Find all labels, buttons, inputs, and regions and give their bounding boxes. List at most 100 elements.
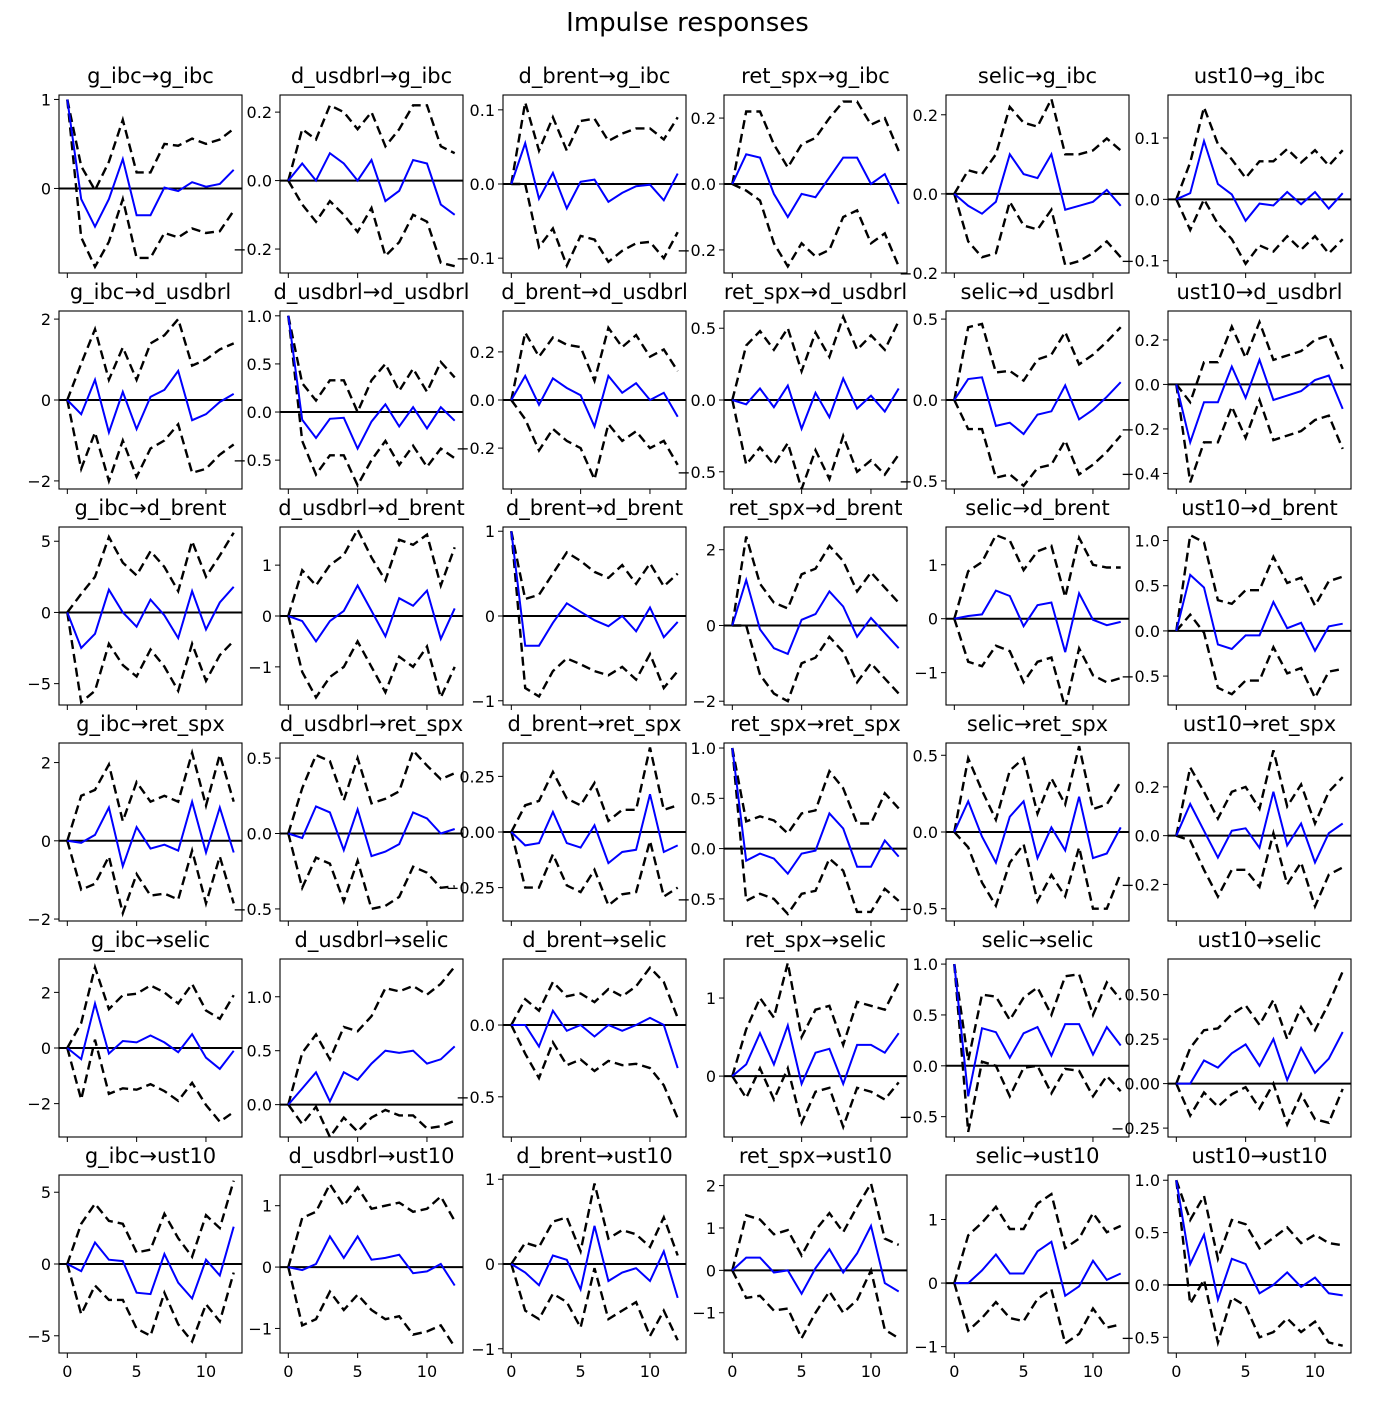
plot-area [59,1180,242,1344]
y-tick-label: −0.5 [233,451,272,470]
axes-frame [945,1174,1130,1354]
irf-panel-selic-to-selic: selic→selic 1.0 0.5 0.0 −0.5 [899,928,1130,1142]
panel-title: d_usdbrl→selic [295,928,449,953]
upper-band-line [1175,533,1344,632]
irf-panel-ret_spx-to-ret_spx: ret_spx→ret_spx 1.0 0.5 0.0 −0.5 [677,712,908,926]
y-tick-label: −0.5 [1121,1328,1160,1347]
y-tick-label: −0.2 [1121,875,1160,894]
irf-line [953,151,1122,215]
y-tick-label: −1 [692,1304,716,1323]
upper-band-line [953,745,1122,833]
y-tick-label: 0.5 [691,789,716,808]
panel-title: ret_spx→ust10 [739,1144,892,1169]
upper-band-line [287,1181,456,1268]
upper-band-line [953,1192,1122,1284]
y-tick-label: 1 [41,90,51,109]
axes-frame [723,526,908,706]
irf-line [511,1008,679,1069]
irf-line [953,796,1122,866]
y-tick-label: 0.2 [1135,778,1160,797]
lower-band-line [287,1103,456,1137]
y-tick-label: 0 [485,1255,495,1274]
panel-title: d_brent→d_usdbrl [501,280,688,305]
y-tick-label: 0.0 [247,825,272,844]
irf-line [731,747,900,876]
y-tick-label: 0.0 [1135,190,1160,209]
plot-area [280,1181,463,1348]
upper-band-line [731,313,900,401]
y-tick-label: 2 [41,754,51,773]
irf-line [953,963,1122,1097]
plot-area [946,745,1129,910]
x-tick-label: 0 [283,1362,293,1381]
y-tick-label: 0 [41,1039,51,1058]
y-tick-label: −1 [248,1319,272,1338]
irf-line [67,797,235,870]
irf-line [1175,573,1343,653]
panel-title: g_ibc→d_usdbrl [70,280,231,305]
plot-area [280,315,463,488]
y-tick-label: 0 [41,603,51,622]
panel-title: selic→d_usdbrl [961,280,1115,305]
y-tick-label: −0.5 [456,1088,495,1107]
plot-area [724,536,907,703]
panel-title: d_brent→d_brent [506,496,683,521]
lower-band-line [953,964,1122,1133]
y-tick-label: 2 [706,541,716,560]
panel-title: ust10→d_brent [1181,496,1338,521]
y-tick-label: 1.0 [913,955,938,974]
panel-title: d_brent→selic [522,928,666,953]
y-tick-label: −0.5 [677,463,716,482]
lower-band-line [1175,828,1344,910]
x-tick-label: 10 [640,1362,660,1381]
lower-band-line [953,1282,1121,1346]
irf-line [287,805,456,858]
plot-area [1168,533,1351,701]
y-tick-label: −1 [471,1340,495,1359]
upper-band-line [731,747,900,836]
upper-band-line [287,527,456,617]
lower-band-line [287,1266,456,1348]
x-tick-label: 5 [1019,1362,1029,1381]
plot-area [1168,103,1351,266]
irf-panel-ust10-to-d_usdbrl: ust10→d_usdbrl 0.2 0.0 −0.2 −0.4 [1121,280,1352,494]
y-tick-label: 0.1 [1135,129,1160,148]
y-tick-label: 0.2 [691,109,716,128]
y-tick-label: 0.25 [459,767,495,786]
upper-band-line [731,536,900,626]
upper-band-line [510,325,679,401]
irf-panel-selic-to-d_usdbrl: selic→d_usdbrl 0.5 0.0 −0.5 [899,280,1130,494]
upper-band-line [66,748,235,842]
x-tick-label: 10 [196,1362,216,1381]
irf-panel-d_usdbrl-to-d_brent: d_usdbrl→d_brent 1 0 −1 [248,496,465,710]
plot-area [280,527,463,701]
lower-band-line [287,179,455,268]
panel-title: d_usdbrl→ret_spx [280,712,463,737]
axes-frame [723,742,908,922]
axes-frame [279,742,464,922]
plot-area [59,99,242,270]
y-tick-label: 0.2 [913,106,938,125]
y-tick-label: 0.5 [691,319,716,338]
irf-panel-selic-to-ret_spx: selic→ret_spx 0.5 0.0 −0.5 [899,712,1130,926]
y-tick-label: −1 [471,692,495,711]
y-tick-label: 5 [41,532,51,551]
y-tick-label: 0.0 [247,172,272,191]
lower-band-line [287,833,455,911]
plot-area [1168,971,1351,1128]
irf-line [66,1226,235,1301]
lower-band-line [66,399,235,485]
upper-band-line [287,965,456,1105]
y-tick-label: 0 [262,1258,272,1277]
plot-area [724,747,907,916]
lower-band-line [1175,1180,1343,1348]
y-tick-label: 0.5 [913,746,938,765]
plot-area [59,532,242,705]
upper-band-line [953,533,1121,620]
upper-band-line [510,102,679,185]
y-tick-label: 1 [262,556,272,575]
panel-title: ret_spx→d_usdbrl [724,280,907,305]
irf-line [1176,1031,1344,1085]
